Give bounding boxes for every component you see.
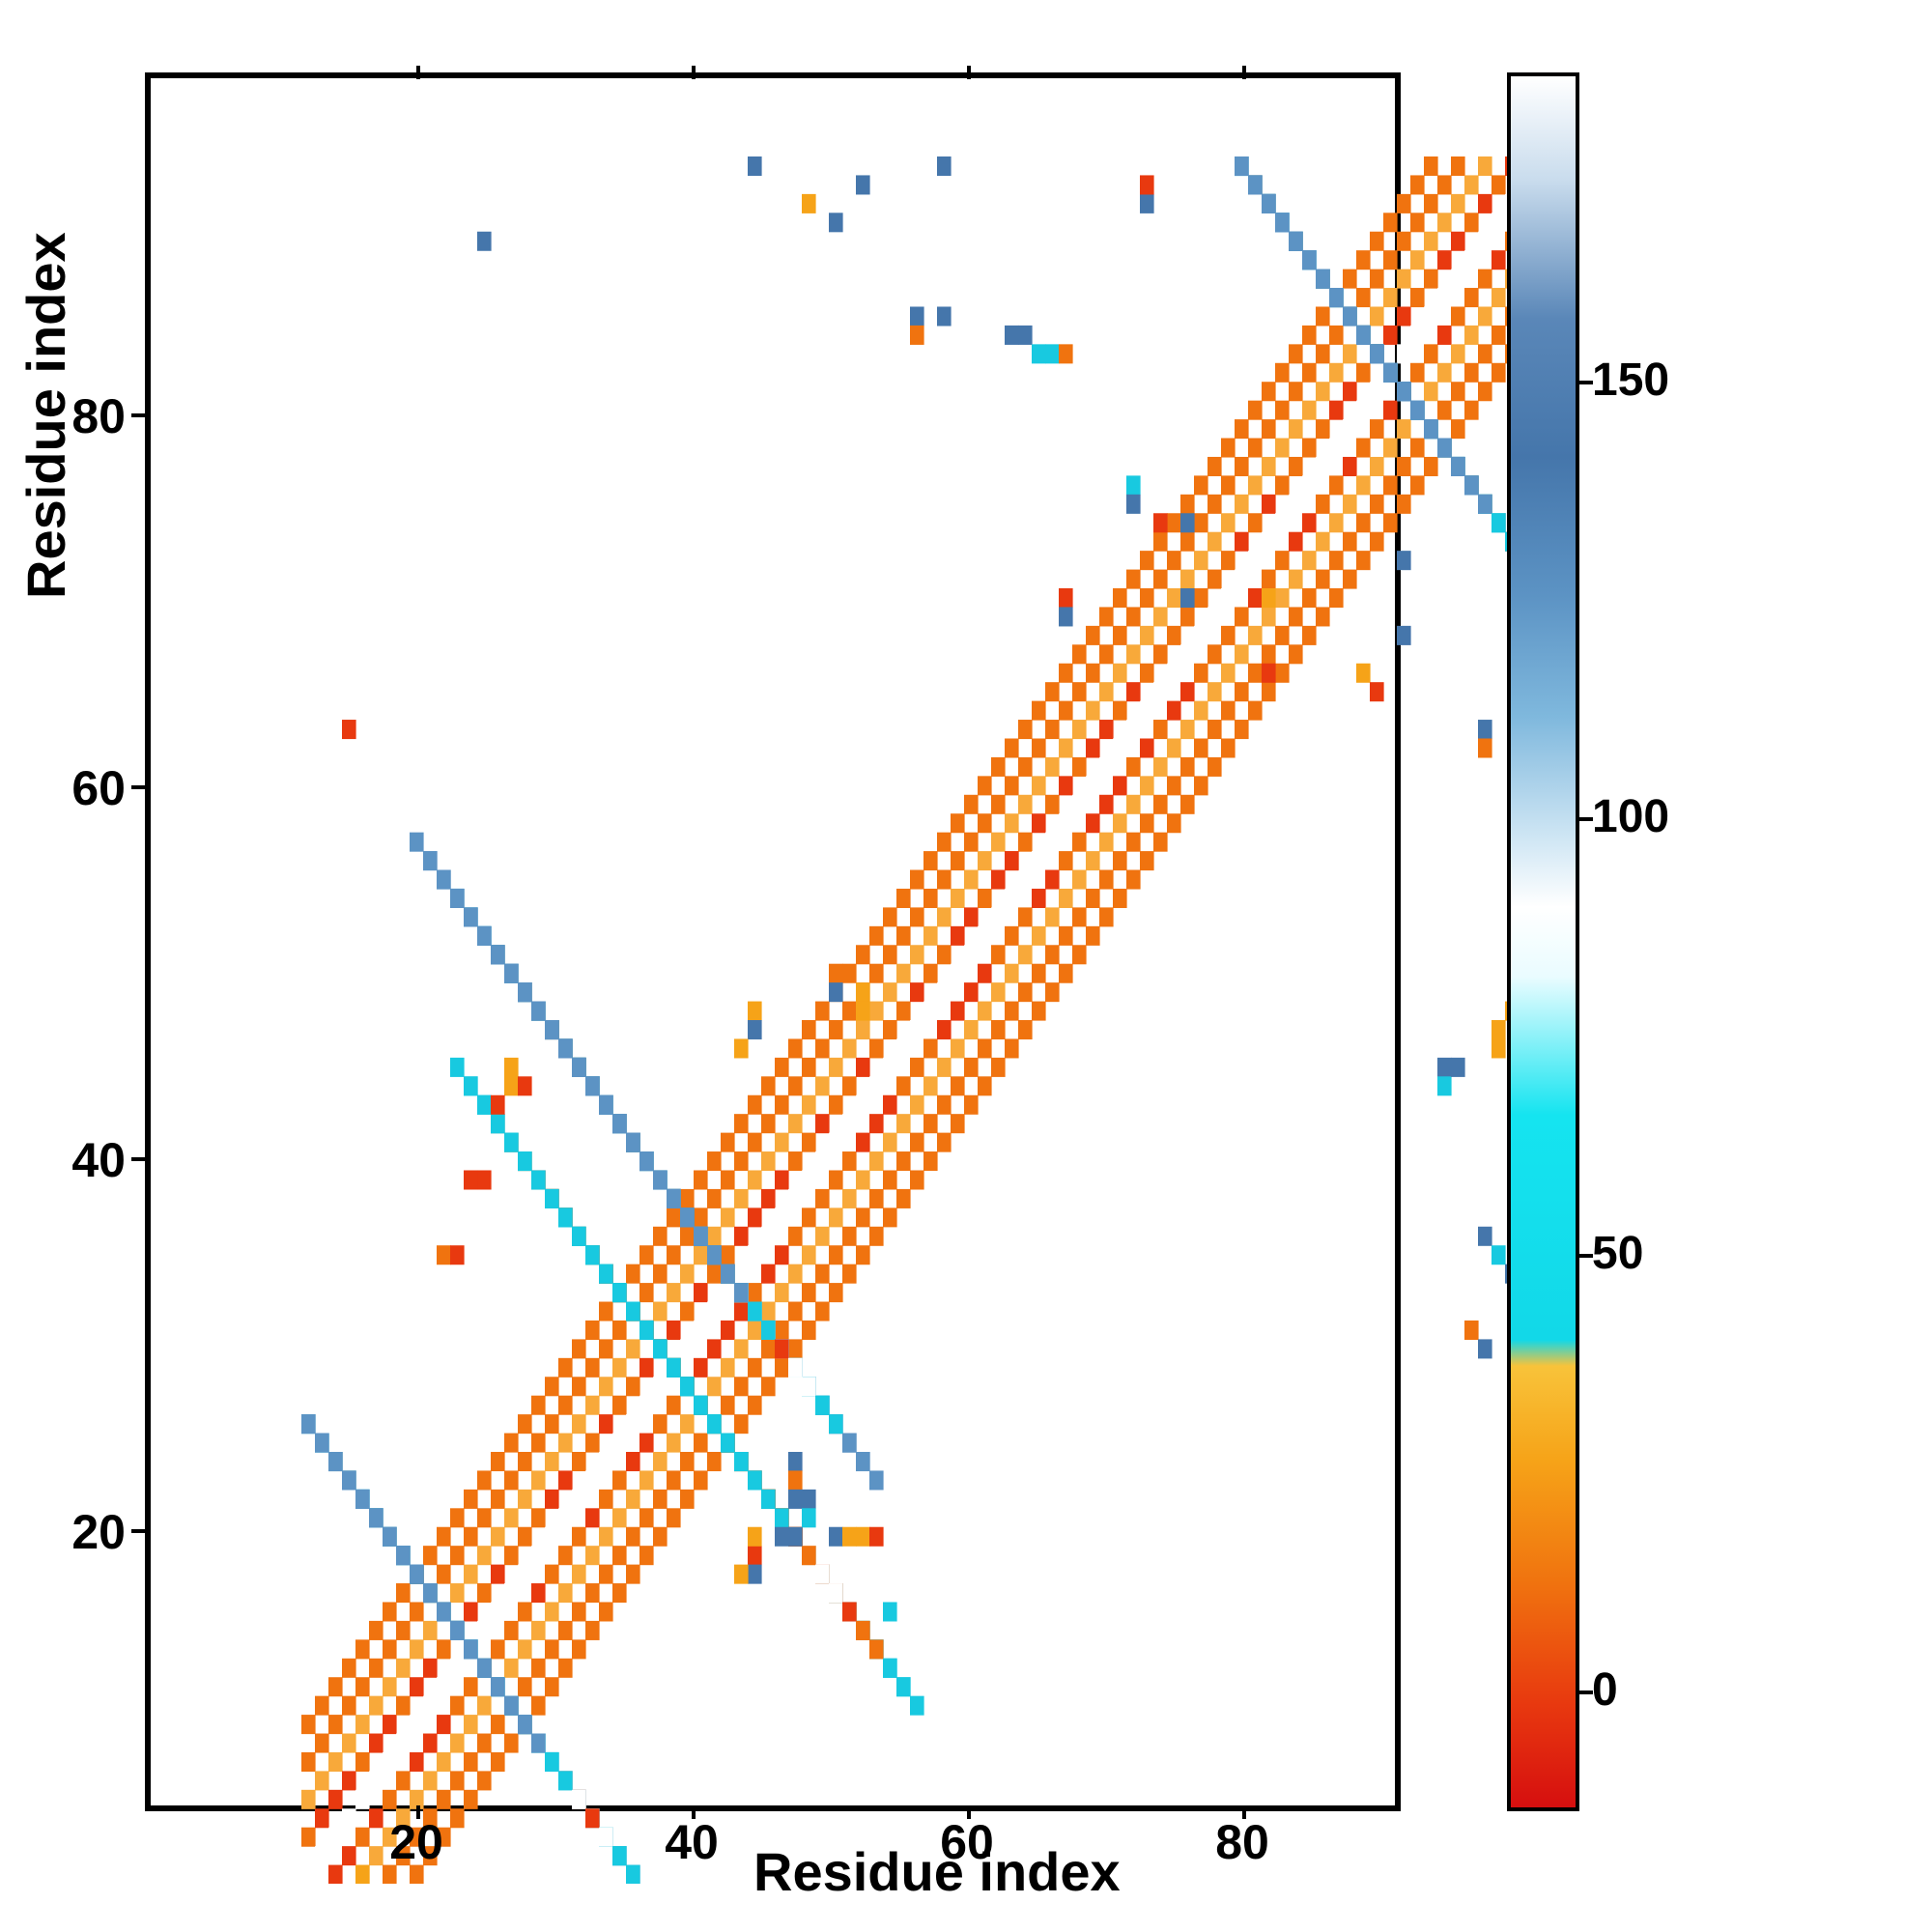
y-tick-mark-20 [131,1529,145,1533]
colorbar-label-0: 0 [1592,1663,1618,1717]
colorbar-gradient [1511,76,1576,1807]
x-tick-label-40: 40 [643,1814,740,1870]
x-tick-mark-top-20 [416,66,420,79]
x-tick-mark-top-40 [692,66,696,79]
x-axis-title: Residue index [753,1840,1121,1903]
y-tick-label-60: 60 [19,760,126,816]
y-tick-mark-40 [131,1157,145,1161]
x-tick-mark-top-80 [1242,66,1246,79]
colorbar-tick-100 [1579,817,1593,821]
y-tick-label-20: 20 [19,1504,126,1560]
colorbar[interactable] [1507,72,1579,1811]
colorbar-tick-150 [1579,381,1593,384]
x-tick-label-20: 20 [368,1814,465,1870]
colorbar-label-50: 50 [1592,1227,1643,1280]
colorbar-tick-50 [1579,1254,1593,1258]
contact-map-window: 20 40 60 80 20 40 60 80 Residue index Re… [0,0,1932,1932]
y-tick-mark-60 [131,785,145,789]
x-tick-mark-top-60 [967,66,971,79]
colorbar-tick-0 [1579,1690,1593,1694]
heatmap-svg[interactable] [301,156,1546,1884]
colorbar-label-150: 150 [1592,354,1669,407]
y-axis-title: Residue index [14,232,77,599]
x-tick-label-80: 80 [1194,1814,1291,1870]
y-tick-mark-80 [131,413,145,417]
colorbar-label-100: 100 [1592,790,1669,843]
y-tick-label-40: 40 [19,1132,126,1188]
plot-area [145,72,1401,1811]
